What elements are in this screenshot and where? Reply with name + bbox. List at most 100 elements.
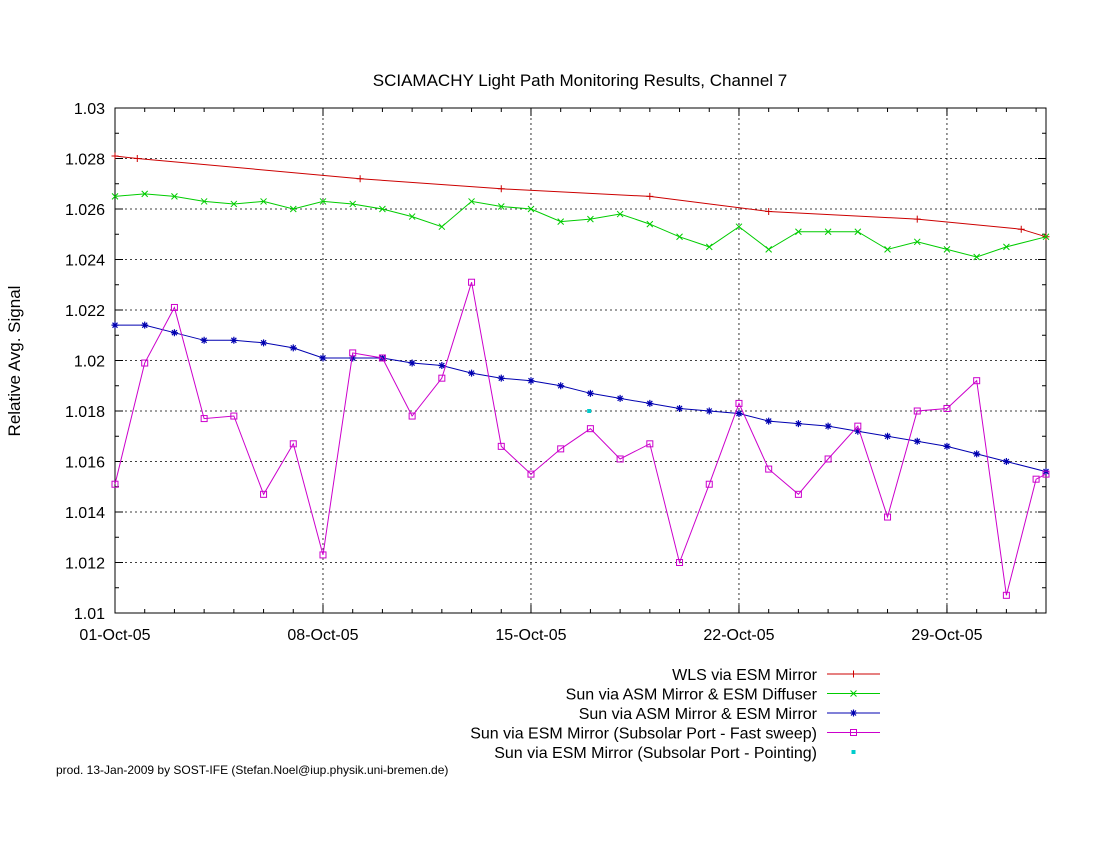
legend-marker [850,690,857,697]
data-point [230,336,238,344]
data-point [1017,225,1025,233]
data-point [676,233,683,241]
y-tick-label: 1.014 [65,505,105,522]
data-point [943,404,951,412]
data-point [765,465,773,473]
data-point [557,382,565,390]
data-point [616,210,624,218]
series-5 [587,409,592,413]
y-axis-label: Relative Avg. Signal [5,286,24,437]
series-line [114,193,1047,258]
data-point [824,455,832,463]
data-point [408,213,416,220]
data-point [913,215,921,223]
data-point [111,193,119,200]
data-point [616,394,624,402]
chart-title: SCIAMACHY Light Path Monitoring Results,… [373,71,788,90]
series-line [115,324,1047,473]
y-tick-label: 1.012 [65,556,105,573]
legend-label: Sun via ESM Mirror (Subsolar Port - Poin… [494,745,817,762]
legend-marker [851,750,856,754]
legend: WLS via ESM Mirror Sun via ASM Mirror & E… [470,667,880,762]
data-point [586,425,594,433]
data-point [1032,475,1040,483]
data-point [913,437,921,445]
data-point [497,203,505,210]
data-point [468,278,476,286]
data-point [676,404,684,412]
data-point [1042,233,1050,241]
x-tick-label: 29-Oct-05 [911,627,982,644]
data-point [170,329,178,337]
data-point [141,359,149,367]
data-point [260,198,267,205]
data-point [497,442,505,450]
data-point [646,399,654,407]
legend-marker [850,709,857,717]
data-point [824,422,832,430]
production-footer: prod. 13-Jan-2009 by SOST-IFE (Stefan.No… [56,763,449,777]
data-point [378,354,386,362]
data-point [170,303,178,311]
data-point [468,369,476,377]
data-point [705,243,713,251]
y-tick-label: 1.022 [65,303,105,320]
series-line [114,155,1047,238]
data-point [230,200,238,208]
data-point [527,470,535,478]
y-tick-label: 1.028 [65,152,105,169]
data-point [1042,470,1050,478]
data-point [646,220,654,228]
data-point [973,377,981,385]
data-point [1002,591,1010,599]
data-point [319,198,327,205]
data-point [438,374,446,382]
data-point [735,223,743,231]
data-point [557,445,565,453]
data-point [1003,243,1010,251]
data-point [260,490,268,498]
data-point [676,559,684,566]
y-tick-label: 1.03 [74,101,105,118]
x-tick-label: 08-Oct-05 [287,627,358,644]
data-point [111,152,119,160]
data-point [794,490,802,498]
data-point [943,442,951,450]
y-tick-label: 1.024 [65,253,105,270]
series-1 [111,152,1050,241]
data-point [854,427,862,435]
data-point [379,205,386,213]
legend-label: Sun via ESM Mirror (Subsolar Port - Fast… [470,726,817,743]
series-2 [111,190,1050,261]
y-tick-label: 1.018 [65,404,105,421]
data-point [735,399,743,407]
data-point [794,420,802,428]
data-point [913,238,921,246]
data-point [438,223,446,231]
data-point [884,432,892,440]
axis-ticks: 1.01 1.012 1.014 1.016 1.018 1.02 1.022 1.024 1.… [65,101,1046,644]
data-point [527,377,535,385]
data-point [319,354,327,362]
data-point [616,455,624,463]
data-point [1002,458,1010,465]
data-point [289,205,297,213]
data-point [349,349,357,357]
data-point [884,513,892,521]
legend-marker [850,729,857,736]
y-tick-label: 1.01 [74,606,105,623]
data-point [913,407,921,415]
data-point [973,450,981,458]
y-tick-label: 1.026 [65,202,105,219]
legend-label: Sun via ASM Mirror & ESM Mirror [579,706,818,723]
data-point [133,155,141,162]
data-point [824,228,832,236]
data-point [587,409,592,413]
data-point [795,228,802,236]
data-point [854,422,862,430]
data-point [646,440,654,448]
data-point [765,246,773,253]
data-point [854,228,862,236]
data-point [765,208,773,216]
data-point [527,205,535,213]
